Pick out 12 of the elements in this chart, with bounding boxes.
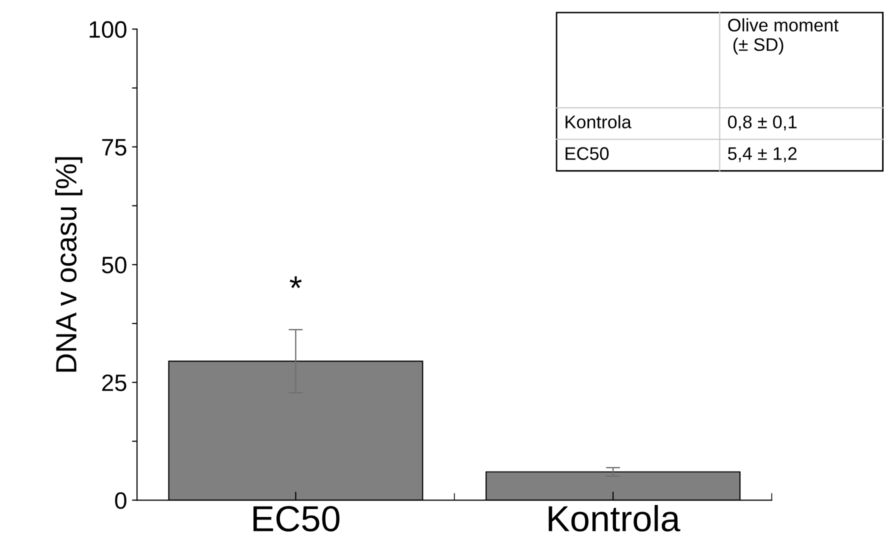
annotation: Olive moment (± SD)	[728, 18, 839, 55]
y-tick-label: 50	[102, 256, 126, 274]
annotation: EC50	[566, 147, 609, 160]
annotation: 0,8 ± 0,1	[728, 116, 797, 131]
y-tick-label: 0	[115, 492, 126, 509]
annotation: Kontrola	[566, 115, 632, 128]
y-tick-label: 100	[90, 21, 126, 38]
annotation: 5,4 ± 1,2	[728, 147, 797, 162]
annotation: *	[290, 276, 302, 288]
y-tick-label: 25	[102, 374, 126, 392]
y-tick-label: 75	[102, 139, 126, 156]
y-axis-title: DNA v ocasu [%]	[55, 157, 82, 372]
